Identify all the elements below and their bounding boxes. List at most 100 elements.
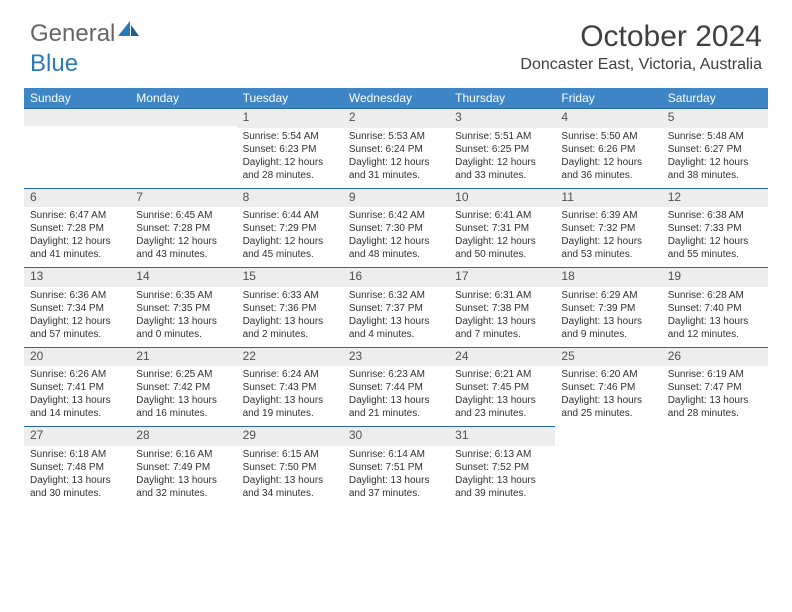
- day-number: 31: [449, 426, 555, 446]
- day-cell: 11Sunrise: 6:39 AMSunset: 7:32 PMDayligh…: [555, 188, 661, 268]
- day-cell: 15Sunrise: 6:33 AMSunset: 7:36 PMDayligh…: [237, 267, 343, 347]
- sunset-text: Sunset: 6:23 PM: [243, 143, 337, 156]
- daylight-line2: and 39 minutes.: [455, 487, 549, 500]
- day-body: Sunrise: 5:48 AMSunset: 6:27 PMDaylight:…: [662, 128, 768, 182]
- day-cell: 8Sunrise: 6:44 AMSunset: 7:29 PMDaylight…: [237, 188, 343, 268]
- day-body: Sunrise: 6:20 AMSunset: 7:46 PMDaylight:…: [555, 366, 661, 420]
- daylight-line2: and 57 minutes.: [30, 328, 124, 341]
- daylight-line2: and 2 minutes.: [243, 328, 337, 341]
- daylight-line1: Daylight: 13 hours: [561, 315, 655, 328]
- sunset-text: Sunset: 7:28 PM: [30, 222, 124, 235]
- sunrise-text: Sunrise: 5:54 AM: [243, 130, 337, 143]
- day-number: 18: [555, 267, 661, 287]
- sunrise-text: Sunrise: 6:32 AM: [349, 289, 443, 302]
- day-cell: 18Sunrise: 6:29 AMSunset: 7:39 PMDayligh…: [555, 267, 661, 347]
- day-number: 14: [130, 267, 236, 287]
- daylight-line1: Daylight: 13 hours: [455, 394, 549, 407]
- daylight-line2: and 19 minutes.: [243, 407, 337, 420]
- day-body: Sunrise: 6:13 AMSunset: 7:52 PMDaylight:…: [449, 446, 555, 500]
- sunset-text: Sunset: 7:32 PM: [561, 222, 655, 235]
- day-cell: 14Sunrise: 6:35 AMSunset: 7:35 PMDayligh…: [130, 267, 236, 347]
- sunset-text: Sunset: 7:50 PM: [243, 461, 337, 474]
- day-number: 29: [237, 426, 343, 446]
- day-number: 22: [237, 347, 343, 367]
- day-number: 30: [343, 426, 449, 446]
- daylight-line1: Daylight: 13 hours: [243, 394, 337, 407]
- logo: General: [30, 20, 142, 48]
- sunset-text: Sunset: 7:38 PM: [455, 302, 549, 315]
- day-number: 21: [130, 347, 236, 367]
- weekday-header: Wednesday: [343, 88, 449, 108]
- day-cell: 21Sunrise: 6:25 AMSunset: 7:42 PMDayligh…: [130, 347, 236, 427]
- sunrise-text: Sunrise: 6:19 AM: [668, 368, 762, 381]
- day-body: Sunrise: 6:21 AMSunset: 7:45 PMDaylight:…: [449, 366, 555, 420]
- sunset-text: Sunset: 7:33 PM: [668, 222, 762, 235]
- logo-text-part2: Blue: [30, 50, 78, 78]
- daylight-line1: Daylight: 12 hours: [243, 156, 337, 169]
- logo-text-part1: General: [30, 20, 115, 48]
- daylight-line2: and 34 minutes.: [243, 487, 337, 500]
- sunset-text: Sunset: 7:39 PM: [561, 302, 655, 315]
- day-cell: 23Sunrise: 6:23 AMSunset: 7:44 PMDayligh…: [343, 347, 449, 427]
- daylight-line2: and 30 minutes.: [30, 487, 124, 500]
- day-body: Sunrise: 6:47 AMSunset: 7:28 PMDaylight:…: [24, 207, 130, 261]
- sunset-text: Sunset: 7:35 PM: [136, 302, 230, 315]
- day-body: Sunrise: 6:31 AMSunset: 7:38 PMDaylight:…: [449, 287, 555, 341]
- sunset-text: Sunset: 6:25 PM: [455, 143, 549, 156]
- day-body: Sunrise: 6:24 AMSunset: 7:43 PMDaylight:…: [237, 366, 343, 420]
- day-number: 4: [555, 108, 661, 128]
- day-cell: 28Sunrise: 6:16 AMSunset: 7:49 PMDayligh…: [130, 426, 236, 506]
- daylight-line2: and 32 minutes.: [136, 487, 230, 500]
- day-body: Sunrise: 6:45 AMSunset: 7:28 PMDaylight:…: [130, 207, 236, 261]
- sunrise-text: Sunrise: 6:44 AM: [243, 209, 337, 222]
- sunset-text: Sunset: 7:29 PM: [243, 222, 337, 235]
- daylight-line2: and 23 minutes.: [455, 407, 549, 420]
- sunset-text: Sunset: 7:41 PM: [30, 381, 124, 394]
- daylight-line1: Daylight: 12 hours: [30, 235, 124, 248]
- day-body: Sunrise: 6:26 AMSunset: 7:41 PMDaylight:…: [24, 366, 130, 420]
- day-body: Sunrise: 6:16 AMSunset: 7:49 PMDaylight:…: [130, 446, 236, 500]
- daylight-line1: Daylight: 13 hours: [136, 394, 230, 407]
- daylight-line2: and 36 minutes.: [561, 169, 655, 182]
- day-cell: 20Sunrise: 6:26 AMSunset: 7:41 PMDayligh…: [24, 347, 130, 427]
- daylight-line2: and 12 minutes.: [668, 328, 762, 341]
- day-number: 24: [449, 347, 555, 367]
- weekday-header: Monday: [130, 88, 236, 108]
- daylight-line1: Daylight: 12 hours: [30, 315, 124, 328]
- sunset-text: Sunset: 6:24 PM: [349, 143, 443, 156]
- daylight-line2: and 25 minutes.: [561, 407, 655, 420]
- sunset-text: Sunset: 7:34 PM: [30, 302, 124, 315]
- day-number: 3: [449, 108, 555, 128]
- sunrise-text: Sunrise: 6:47 AM: [30, 209, 124, 222]
- sunrise-text: Sunrise: 5:51 AM: [455, 130, 549, 143]
- sunset-text: Sunset: 7:51 PM: [349, 461, 443, 474]
- title-block: October 2024 Doncaster East, Victoria, A…: [520, 20, 762, 74]
- sunrise-text: Sunrise: 6:13 AM: [455, 448, 549, 461]
- sunset-text: Sunset: 7:45 PM: [455, 381, 549, 394]
- daylight-line1: Daylight: 13 hours: [668, 315, 762, 328]
- daylight-line1: Daylight: 12 hours: [668, 156, 762, 169]
- daylight-line1: Daylight: 13 hours: [30, 394, 124, 407]
- sunrise-text: Sunrise: 6:25 AM: [136, 368, 230, 381]
- day-cell: 27Sunrise: 6:18 AMSunset: 7:48 PMDayligh…: [24, 426, 130, 506]
- daylight-line2: and 9 minutes.: [561, 328, 655, 341]
- day-cell: 31Sunrise: 6:13 AMSunset: 7:52 PMDayligh…: [449, 426, 555, 506]
- sunrise-text: Sunrise: 6:45 AM: [136, 209, 230, 222]
- day-cell: 24Sunrise: 6:21 AMSunset: 7:45 PMDayligh…: [449, 347, 555, 427]
- day-number: 11: [555, 188, 661, 208]
- sunrise-text: Sunrise: 6:18 AM: [30, 448, 124, 461]
- day-number: 12: [662, 188, 768, 208]
- daylight-line2: and 41 minutes.: [30, 248, 124, 261]
- day-cell: 25Sunrise: 6:20 AMSunset: 7:46 PMDayligh…: [555, 347, 661, 427]
- weekday-header: Tuesday: [237, 88, 343, 108]
- sunset-text: Sunset: 7:46 PM: [561, 381, 655, 394]
- day-cell: 19Sunrise: 6:28 AMSunset: 7:40 PMDayligh…: [662, 267, 768, 347]
- daylight-line1: Daylight: 13 hours: [561, 394, 655, 407]
- sunrise-text: Sunrise: 6:38 AM: [668, 209, 762, 222]
- day-body: Sunrise: 6:42 AMSunset: 7:30 PMDaylight:…: [343, 207, 449, 261]
- sunset-text: Sunset: 7:47 PM: [668, 381, 762, 394]
- day-number: 25: [555, 347, 661, 367]
- sunrise-text: Sunrise: 6:24 AM: [243, 368, 337, 381]
- sunrise-text: Sunrise: 6:20 AM: [561, 368, 655, 381]
- daylight-line1: Daylight: 13 hours: [455, 315, 549, 328]
